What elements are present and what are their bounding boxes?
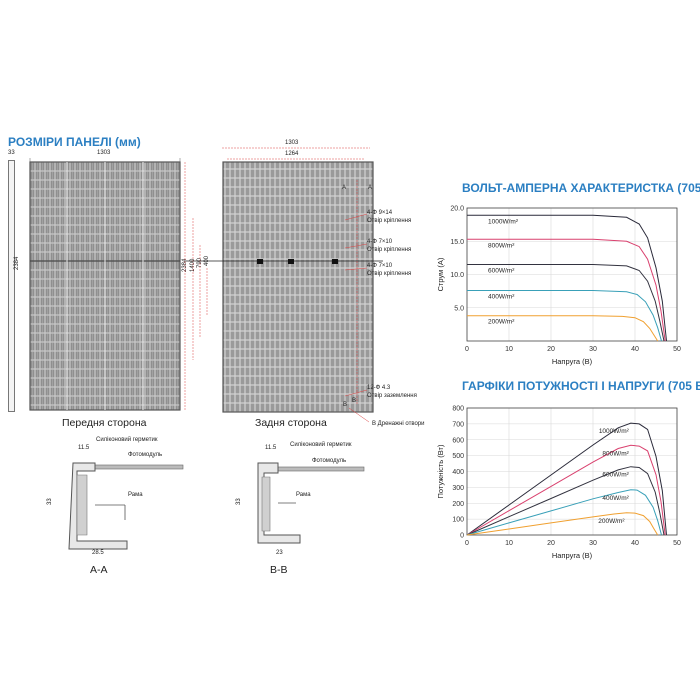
y-tick-label: 800 [452, 406, 464, 413]
bb-frame: Рама [296, 492, 311, 498]
y-tick-label: 10.0 [450, 272, 464, 279]
panel-side-profile [8, 160, 15, 412]
x-tick-label: 10 [505, 346, 513, 353]
y-tick-label: 500 [452, 453, 464, 460]
back-width-dimlines [222, 147, 370, 160]
x-axis-label: Напруга (В) [552, 357, 593, 366]
series-line [466, 489, 662, 536]
series-label: 200W/m² [488, 319, 515, 326]
hole2-dim: 4-Ф 7×10 [367, 239, 393, 245]
series-label: 400W/m² [602, 495, 629, 502]
hole3-name: Отвір кріплення [367, 271, 412, 277]
series-label: 200W/m² [598, 518, 625, 525]
bb-module: Фотомодуль [312, 458, 347, 464]
aa-module: Фотомодуль [128, 452, 163, 458]
series-line [467, 315, 659, 342]
profile-bb-drawing [257, 462, 365, 544]
y-tick-label: 300 [452, 485, 464, 492]
x-axis-label: Напруга (В) [552, 551, 593, 560]
series-line [467, 238, 666, 342]
series-label: 1000W/m² [488, 218, 519, 225]
series-label: 400W/m² [488, 293, 515, 300]
series-label: 1000W/m² [599, 428, 630, 435]
x-tick-label: 20 [547, 346, 555, 353]
plot-frame [466, 207, 678, 342]
x-tick-label: 30 [589, 540, 597, 547]
y-axis-label: Потужність (Вт) [436, 444, 445, 498]
section-a-label: A [342, 185, 347, 191]
x-tick-label: 0 [465, 540, 469, 547]
y-tick-label: 600 [452, 437, 464, 444]
section-b-arrow: B [352, 398, 357, 404]
section-a-arrow: A [368, 185, 373, 191]
x-tick-label: 30 [589, 346, 597, 353]
y-tick-label: 15.0 [450, 239, 464, 246]
series-label: 800W/m² [602, 450, 629, 457]
y-tick-label: 100 [452, 517, 464, 524]
series-line [467, 290, 662, 342]
dim-thickness: 33 [8, 150, 15, 156]
aa-width: 28.5 [92, 550, 104, 556]
aa-top-dim: 11.5 [78, 445, 90, 451]
x-tick-label: 50 [673, 346, 681, 353]
panel-dimensions-title: РОЗМІРИ ПАНЕЛІ (мм) [8, 135, 141, 149]
hole3-dim: 4-Ф 7×10 [367, 263, 393, 269]
back-side-label: Задня сторона [255, 417, 327, 429]
hole2-name: Отвір кріплення [367, 247, 412, 253]
dim-front-height: 2384 [14, 256, 20, 270]
x-tick-label: 0 [465, 346, 469, 353]
bb-caption: B-B [270, 564, 288, 576]
iv-chart-title: ВОЛЬТ-АМПЕРНА ХАРАКТЕРИСТКА (705 Вт) [462, 181, 700, 195]
y-tick-label: 5.0 [454, 305, 464, 312]
y-tick-label: 700 [452, 421, 464, 428]
y-axis-label: Струм (A) [436, 257, 445, 291]
x-tick-label: 40 [631, 540, 639, 547]
series-line [466, 466, 665, 536]
aa-height: 33 [47, 498, 53, 505]
series-line [466, 422, 667, 536]
y-tick-label: 200 [452, 501, 464, 508]
hole1-dim: 4-Ф 9×14 [367, 210, 393, 216]
aa-sealant: Силіконовий герметик [96, 437, 158, 443]
bb-sealant: Силіконовий герметик [290, 442, 352, 448]
section-b-label: B [343, 402, 348, 408]
x-tick-label: 50 [673, 540, 681, 547]
x-tick-label: 40 [631, 346, 639, 353]
bb-width: 23 [276, 550, 283, 556]
back-panel [184, 161, 383, 413]
series-line [467, 214, 667, 342]
y-tick-label: 400 [452, 469, 464, 476]
aa-frame: Рама [128, 492, 143, 498]
series-label: 600W/m² [488, 268, 515, 275]
aa-caption: A-A [90, 564, 108, 576]
x-tick-label: 20 [547, 540, 555, 547]
series-line [467, 264, 665, 342]
callout-leaders [344, 213, 370, 423]
y-tick-label: 20.0 [450, 206, 464, 213]
front-panel [29, 161, 181, 411]
front-side-label: Передня сторона [62, 417, 147, 429]
series-line [466, 444, 666, 536]
ground-name: Отвір заземлення [367, 393, 417, 399]
pv-chart: 0 10 20 30 40 5001002003004005006007008001000… [436, 406, 681, 561]
profile-aa-drawing [68, 462, 184, 550]
dim-front-width: 1303 [97, 150, 111, 156]
pv-chart-title: ГАРФІКИ ПОТУЖНОСТІ І НАПРУГИ (705 Вт) [462, 379, 700, 393]
dim-back-width-inner: 1264 [285, 151, 299, 157]
plot-frame [466, 407, 678, 536]
series-label: 600W/m² [602, 472, 629, 479]
drain-holes: В Дренажні отвори [372, 421, 425, 427]
y-tick-label: 0 [460, 533, 464, 540]
hole1-name: Отвір кріплення [367, 218, 412, 224]
bb-top-dim: 11.5 [265, 445, 277, 451]
iv-chart: 0 10 20 30 40 50 5.0 10.0 15.0 20.0 1000W/m² 800W/m… [436, 206, 681, 367]
series-line [466, 512, 659, 536]
ground-dim: 12-Ф 4.3 [367, 385, 391, 391]
x-tick-label: 10 [505, 540, 513, 547]
bb-height: 33 [236, 498, 242, 505]
dim-back-width-outer: 1303 [285, 140, 299, 146]
series-label: 800W/m² [488, 242, 515, 249]
